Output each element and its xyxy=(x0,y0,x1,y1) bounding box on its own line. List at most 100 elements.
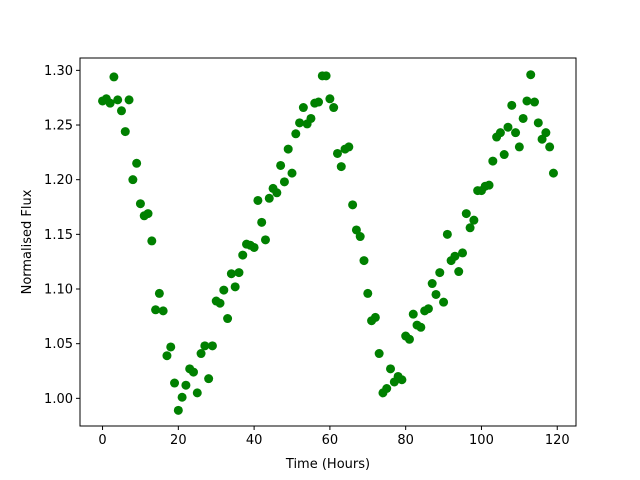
point xyxy=(188,367,198,377)
point xyxy=(132,158,142,168)
point xyxy=(120,127,130,137)
point xyxy=(204,374,214,384)
point xyxy=(442,229,452,239)
point xyxy=(499,150,509,160)
point xyxy=(386,364,396,374)
point xyxy=(177,392,187,402)
point xyxy=(530,97,540,107)
point xyxy=(469,215,479,225)
point xyxy=(162,351,172,361)
y-tick-label: 1.05 xyxy=(44,337,73,352)
point xyxy=(325,94,335,104)
x-tick-label: 0 xyxy=(98,433,106,448)
point xyxy=(253,195,263,205)
x-tick-label: 120 xyxy=(545,433,570,448)
point xyxy=(298,103,308,113)
point xyxy=(276,160,286,170)
point xyxy=(272,188,282,198)
y-tick-label: 1.00 xyxy=(44,392,73,407)
x-axis-label: Time (Hours) xyxy=(285,457,370,472)
point xyxy=(257,217,267,227)
point xyxy=(450,251,460,261)
x-tick-label: 60 xyxy=(322,433,339,448)
point xyxy=(522,96,532,106)
point xyxy=(336,162,346,172)
point xyxy=(355,232,365,242)
y-tick-label: 1.25 xyxy=(44,119,73,134)
point xyxy=(234,268,244,278)
point xyxy=(264,193,274,203)
point xyxy=(230,282,240,292)
point xyxy=(306,113,316,123)
y-tick-label: 1.20 xyxy=(44,173,73,188)
point xyxy=(374,349,384,359)
point xyxy=(279,177,289,187)
point xyxy=(416,322,426,332)
point xyxy=(423,304,433,314)
point xyxy=(518,113,528,123)
point xyxy=(431,289,441,299)
point xyxy=(287,168,297,178)
point xyxy=(166,342,176,352)
point xyxy=(143,209,153,219)
point xyxy=(314,97,324,107)
point xyxy=(238,250,248,260)
point xyxy=(382,384,392,394)
point xyxy=(359,256,369,266)
point xyxy=(105,98,115,108)
point xyxy=(128,175,138,185)
point xyxy=(329,103,339,113)
point xyxy=(151,305,161,315)
point xyxy=(541,128,551,138)
point xyxy=(503,122,513,132)
point xyxy=(511,128,521,138)
plot-frame xyxy=(79,57,577,427)
point xyxy=(291,129,301,139)
point xyxy=(370,312,380,322)
point xyxy=(116,106,126,116)
point xyxy=(295,118,305,128)
point xyxy=(192,388,202,398)
y-tick-label: 1.10 xyxy=(44,283,73,298)
x-tick-label: 20 xyxy=(170,433,187,448)
point xyxy=(427,279,437,289)
point xyxy=(514,142,524,152)
point xyxy=(351,225,361,235)
point xyxy=(135,199,145,209)
point xyxy=(158,306,168,316)
point xyxy=(484,180,494,190)
point xyxy=(465,223,475,233)
point xyxy=(321,71,331,81)
point xyxy=(526,70,536,80)
point xyxy=(537,134,547,144)
point xyxy=(215,298,225,308)
point xyxy=(439,297,449,307)
point xyxy=(207,341,217,351)
point xyxy=(170,378,180,388)
point xyxy=(113,95,123,105)
point xyxy=(181,380,191,390)
point xyxy=(435,268,445,278)
point xyxy=(404,334,414,344)
point xyxy=(344,142,354,152)
point xyxy=(454,267,464,277)
point xyxy=(249,242,259,252)
y-axis-label: Normalised Flux xyxy=(20,189,35,294)
point xyxy=(200,341,210,351)
point xyxy=(154,288,164,298)
y-tick-label: 1.30 xyxy=(44,64,73,79)
point xyxy=(533,118,543,128)
point xyxy=(223,314,233,324)
point xyxy=(147,236,157,246)
point xyxy=(348,200,358,210)
point xyxy=(332,148,342,158)
x-tick-label: 80 xyxy=(397,433,414,448)
y-tick-label: 1.15 xyxy=(44,228,73,243)
point xyxy=(545,142,555,152)
point xyxy=(507,100,517,110)
point xyxy=(458,248,468,258)
point xyxy=(219,285,229,295)
point xyxy=(196,349,206,359)
point xyxy=(408,309,418,319)
